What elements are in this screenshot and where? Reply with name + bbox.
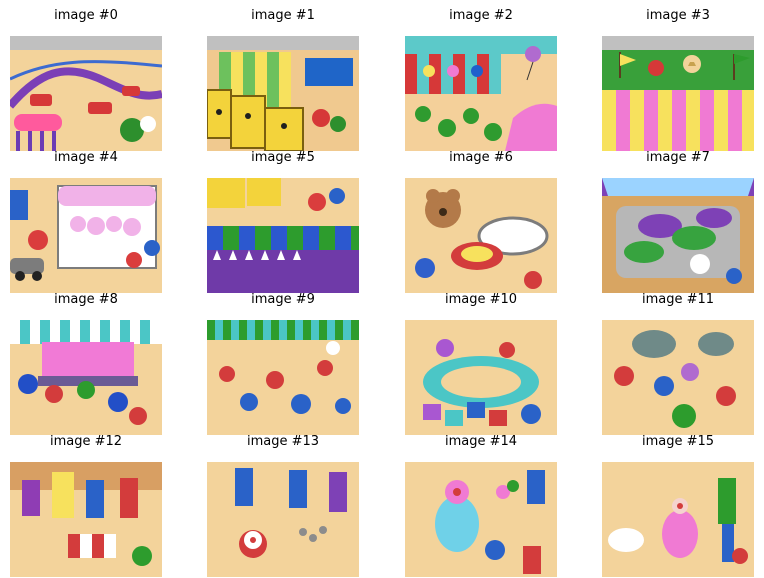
panel-title: image #0 (54, 8, 118, 23)
panel-title: image #2 (449, 8, 513, 23)
panel-title: image #5 (251, 150, 315, 165)
panel-image (207, 320, 359, 435)
panel-image (602, 320, 754, 435)
panel-title: image #14 (444, 434, 518, 449)
panel-12: image #12 (10, 434, 162, 577)
panel-image (405, 320, 557, 435)
panel-title: image #9 (251, 292, 315, 307)
panel-0: image #0 (10, 8, 162, 151)
panel-image (207, 462, 359, 577)
panel-image (602, 462, 754, 577)
panel-image (207, 178, 359, 293)
panel-image (10, 462, 162, 577)
panel-3: image #3 (602, 8, 754, 151)
panel-title: image #4 (54, 150, 118, 165)
panel-image (10, 36, 162, 151)
panel-15: image #15 (602, 434, 754, 577)
panel-title: image #8 (54, 292, 118, 307)
panel-title: image #12 (49, 434, 123, 449)
panel-title: image #1 (251, 8, 315, 23)
panel-5: image #5 (207, 150, 359, 293)
panel-11: image #11 (602, 292, 754, 435)
panel-image (602, 36, 754, 151)
panel-title: image #11 (641, 292, 715, 307)
panel-4: image #4 (10, 150, 162, 293)
panel-6: image #6 (405, 150, 557, 293)
panel-title: image #15 (641, 434, 715, 449)
panel-2: image #2 (405, 8, 557, 151)
panel-title: image #7 (646, 150, 710, 165)
panel-title: image #10 (444, 292, 518, 307)
panel-image (10, 320, 162, 435)
panel-1: image #1 (207, 8, 359, 151)
panel-image (405, 178, 557, 293)
panel-9: image #9 (207, 292, 359, 435)
panel-image (405, 36, 557, 151)
panel-7: image #7 (602, 150, 754, 293)
panel-image (207, 36, 359, 151)
panel-title: image #3 (646, 8, 710, 23)
panel-10: image #10 (405, 292, 557, 435)
panel-image (405, 462, 557, 577)
panel-image (602, 178, 754, 293)
panel-image (10, 178, 162, 293)
panel-title: image #13 (246, 434, 320, 449)
panel-title: image #6 (449, 150, 513, 165)
panel-8: image #8 (10, 292, 162, 435)
panel-13: image #13 (207, 434, 359, 577)
panel-14: image #14 (405, 434, 557, 577)
